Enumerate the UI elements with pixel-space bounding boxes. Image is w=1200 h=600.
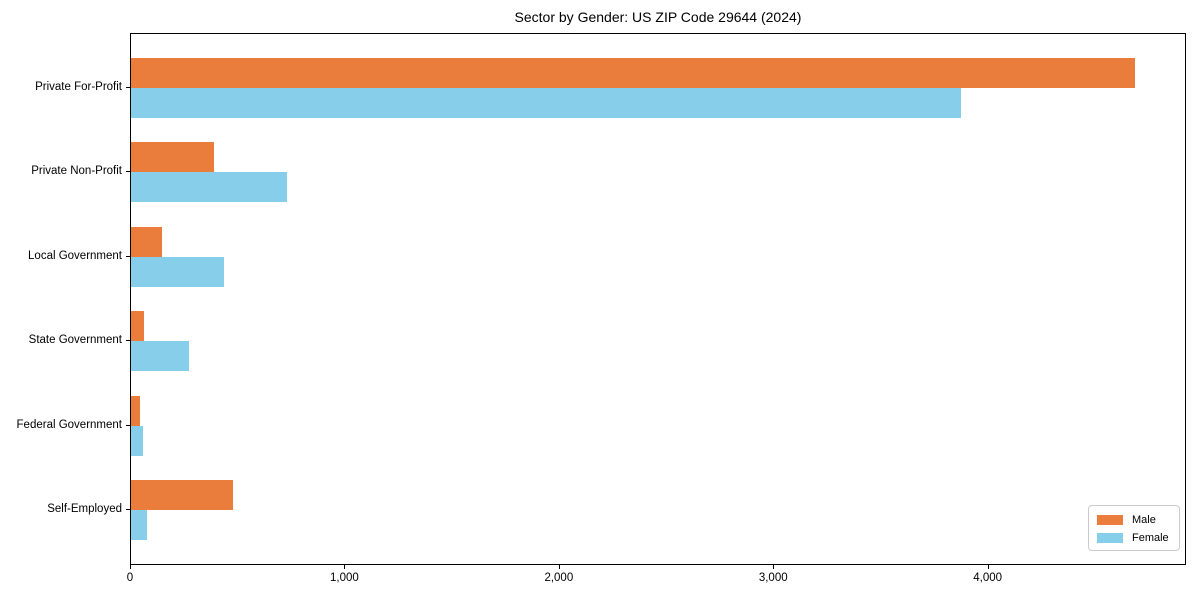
x-axis-tick: [344, 565, 346, 569]
x-axis-tick-label: 4,000: [973, 572, 1003, 584]
legend-item-male: Male: [1097, 512, 1171, 528]
bar-male-private-for-profit: [131, 58, 1135, 88]
bar-female-federal-government: [131, 425, 143, 456]
legend-item-female: Female: [1097, 530, 1171, 546]
female-legend-label: Female: [1132, 532, 1169, 544]
bar-male-state-government: [131, 311, 144, 342]
female-legend-swatch: [1097, 533, 1123, 543]
y-axis-label-self-employed: Self-Employed: [47, 503, 122, 515]
plot-area: [130, 33, 1186, 565]
x-axis-tick-label: 3,000: [758, 572, 788, 584]
bar-female-self-employed: [131, 510, 148, 540]
x-axis-tick-label: 0: [126, 572, 134, 584]
bar-female-private-for-profit: [131, 88, 962, 118]
y-axis-label-state-government: State Government: [28, 334, 122, 347]
x-axis-tick: [773, 565, 775, 569]
y-axis-label-private-for-profit: Private For-Profit: [35, 81, 122, 93]
x-axis-tick-label: 1,000: [330, 572, 359, 584]
x-axis-tick: [558, 565, 560, 569]
male-legend-swatch: [1097, 515, 1123, 525]
x-axis-tick: [987, 565, 989, 569]
y-axis-label-local-government: Local Government: [28, 249, 122, 262]
y-axis-label-federal-government: Federal Government: [16, 418, 122, 431]
bar-male-self-employed: [131, 480, 233, 510]
bar-male-local-government: [131, 226, 163, 257]
x-axis-tick-label: 2,000: [544, 572, 574, 584]
x-axis-tick: [130, 565, 131, 569]
male-legend-label: Male: [1132, 514, 1156, 526]
bar-male-federal-government: [131, 395, 140, 426]
bar-male-private-non-profit: [131, 142, 215, 173]
chart-title: Sector by Gender: US ZIP Code 29644 (202…: [514, 9, 802, 25]
y-axis-label-private-non-profit: Private Non-Profit: [31, 165, 122, 178]
bar-female-local-government: [131, 256, 225, 287]
bar-female-private-non-profit: [131, 172, 288, 203]
legend: Male Female: [1088, 505, 1180, 551]
bar-female-state-government: [131, 341, 189, 372]
